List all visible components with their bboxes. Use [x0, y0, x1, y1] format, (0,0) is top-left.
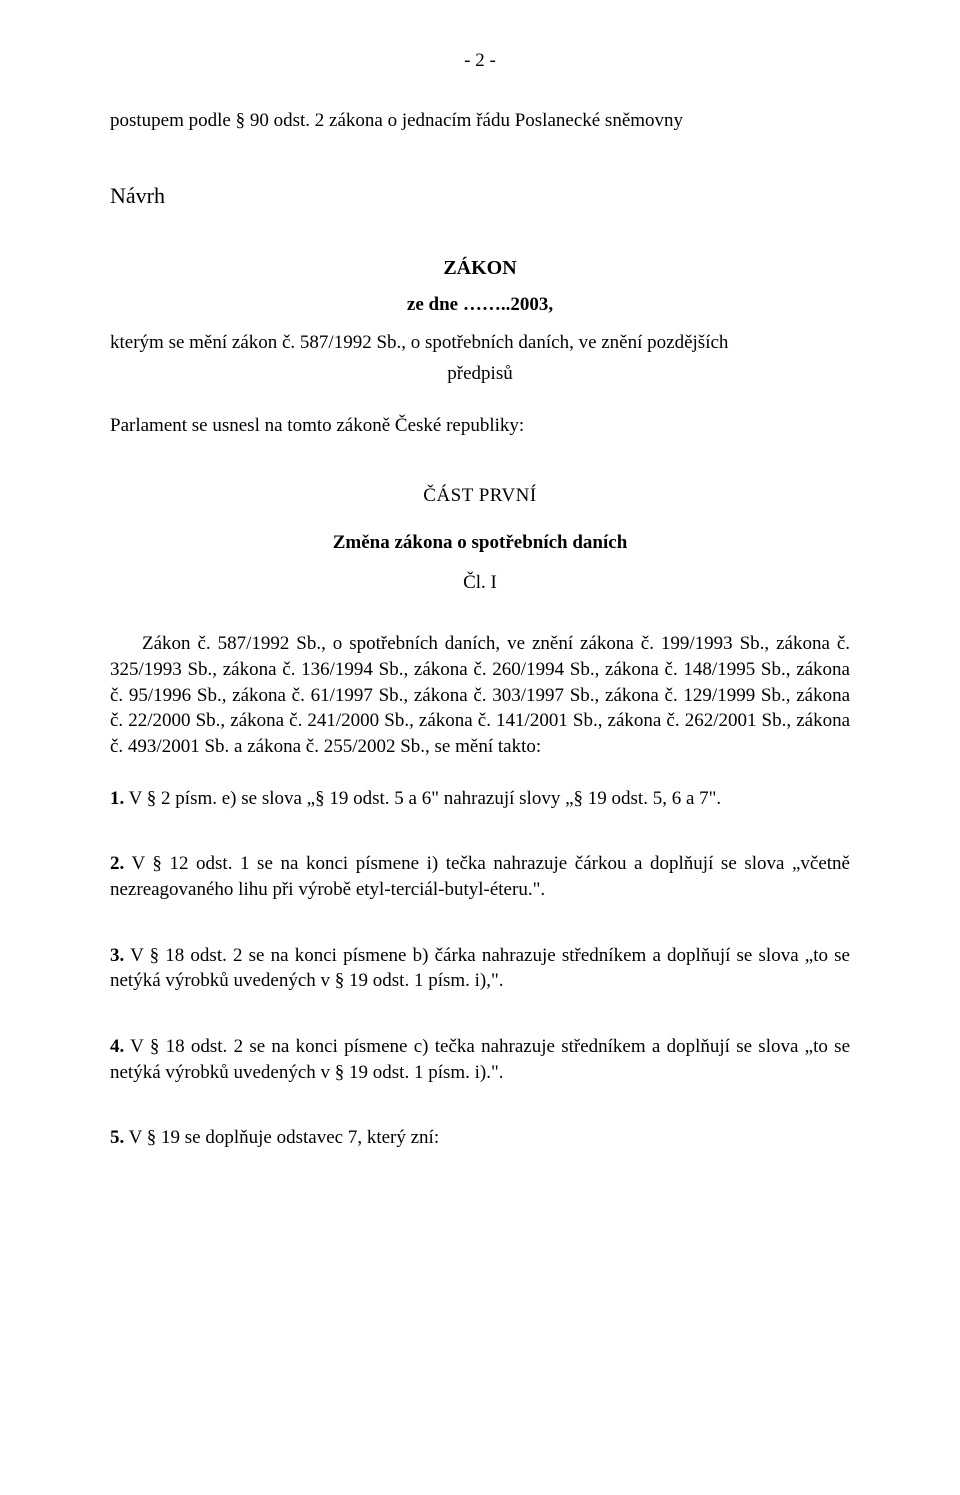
amendment-item-5: 5. V § 19 se doplňuje odstavec 7, který …: [110, 1125, 850, 1151]
amendment-item-2: 2. V § 12 odst. 1 se na konci písmene i)…: [110, 851, 850, 902]
cast-heading: ČÁST PRVNÍ: [110, 483, 850, 509]
navrh-heading: Návrh: [110, 181, 850, 211]
zmena-heading: Změna zákona o spotřebních daních: [110, 530, 850, 556]
item-text: V § 18 odst. 2 se na konci písmene b) čá…: [110, 945, 850, 992]
amendment-item-1: 1. V § 2 písm. e) se slova „§ 19 odst. 5…: [110, 786, 850, 812]
parlament-line: Parlament se usnesl na tomto zákoně Česk…: [110, 413, 850, 439]
zakon-heading: ZÁKON: [110, 255, 850, 282]
citations-paragraph: Zákon č. 587/1992 Sb., o spotřebních dan…: [110, 631, 850, 759]
item-number: 2.: [110, 853, 124, 874]
item-number: 3.: [110, 945, 124, 966]
kterym-line: kterým se mění zákon č. 587/1992 Sb., o …: [110, 330, 850, 356]
item-text: V § 18 odst. 2 se na konci písmene c) te…: [110, 1036, 850, 1083]
intro-text: postupem podle § 90 odst. 2 zákona o jed…: [110, 108, 850, 134]
amendment-item-4: 4. V § 18 odst. 2 se na konci písmene c)…: [110, 1034, 850, 1085]
item-number: 4.: [110, 1036, 124, 1057]
item-number: 1.: [110, 788, 124, 809]
predpisu-line: předpisů: [110, 361, 850, 387]
item-number: 5.: [110, 1127, 124, 1148]
cl-heading: Čl. I: [110, 570, 850, 596]
page-number: - 2 -: [110, 48, 850, 74]
item-text: V § 12 odst. 1 se na konci písmene i) te…: [110, 853, 850, 900]
document-page: - 2 - postupem podle § 90 odst. 2 zákona…: [0, 0, 960, 1495]
item-text: V § 19 se doplňuje odstavec 7, který zní…: [124, 1127, 439, 1148]
amendment-item-3: 3. V § 18 odst. 2 se na konci písmene b)…: [110, 943, 850, 994]
ze-dne-line: ze dne ……..2003,: [110, 292, 850, 318]
item-text: V § 2 písm. e) se slova „§ 19 odst. 5 a …: [124, 788, 721, 809]
